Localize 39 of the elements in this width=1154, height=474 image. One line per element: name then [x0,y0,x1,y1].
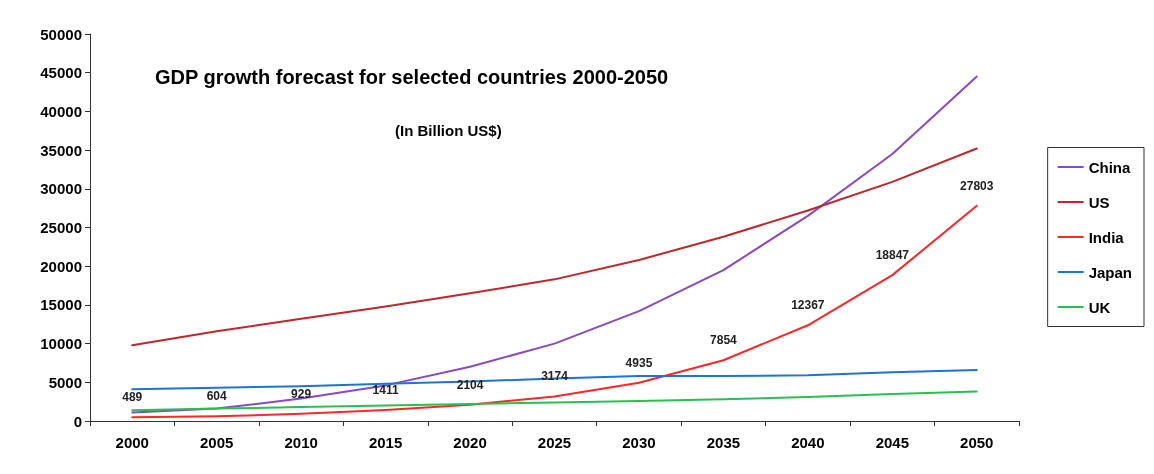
y-tick-label: 0 [73,412,82,430]
x-tick-label: 2005 [199,434,234,451]
legend-label: China [1088,158,1131,176]
data-label: 12367 [791,298,825,313]
data-label: 604 [206,389,228,404]
y-tick-label: 50000 [40,25,82,43]
x-tick-label: 2000 [115,434,149,451]
x-tick-label: 2010 [284,434,318,451]
y-tick-label: 35000 [40,141,82,159]
text: (In Billion US$) [395,122,502,139]
x-tick-label: 2040 [791,434,825,451]
data-label: 929 [291,386,312,401]
x-tick-label: 2015 [368,434,403,451]
data-label: 2104 [456,377,484,392]
data-label: 489 [122,390,143,405]
y-tick-label: 10000 [40,335,82,353]
x-tick-label: 2030 [622,434,656,451]
x-tick-label: 2020 [453,434,487,451]
legend-label: India [1088,228,1125,246]
legend-label: UK [1088,298,1111,316]
data-label: 1411 [372,383,399,398]
x-tick-label: 2025 [537,434,572,451]
x-tick-label: 2035 [706,434,741,451]
y-tick-label: 20000 [40,257,82,275]
x-tick-label: 2050 [960,434,994,451]
y-tick-label: 30000 [40,180,82,198]
data-label: 4935 [625,355,653,370]
legend-label: Japan [1088,263,1133,281]
data-label: 27803 [960,178,994,193]
data-label: 18847 [875,248,910,263]
y-tick-label: 25000 [40,219,82,236]
data-label: 7854 [710,333,738,348]
y-tick-label: 15000 [40,296,82,314]
y-tick-label: 40000 [40,102,82,120]
x-tick-label: 2045 [875,434,910,451]
text: GDP growth forecast for selected countries 2000-2050 [155,66,669,88]
y-tick-label: 45000 [40,64,82,82]
legend-label: US [1088,193,1110,211]
y-tick-label: 5000 [48,373,82,391]
